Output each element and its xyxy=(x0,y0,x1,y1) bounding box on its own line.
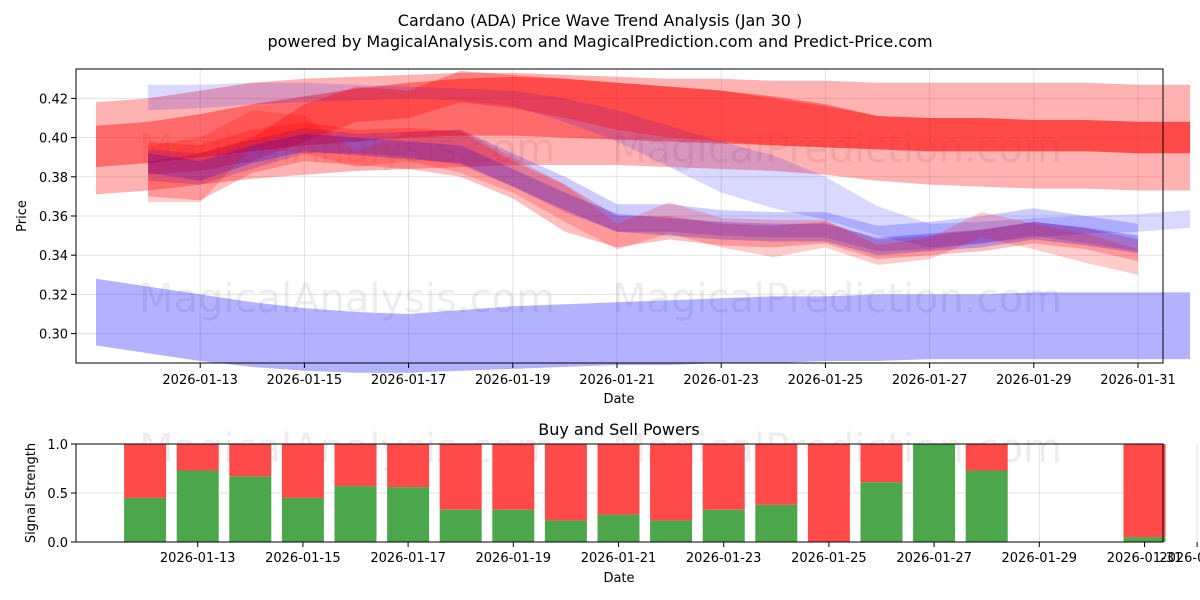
sell-bar xyxy=(1123,444,1166,538)
price-band-purple-wave-1 xyxy=(148,133,1139,256)
buy-bar xyxy=(860,482,903,542)
sell-bar xyxy=(755,444,798,505)
power-x-tick-label: 2026-01-15 xyxy=(265,551,341,566)
price-x-tick-label: 2026-01-21 xyxy=(579,373,655,388)
power-x-tick-label: 2026-01-21 xyxy=(581,551,657,566)
watermark-analysis: MagicalAnalysis.com xyxy=(139,126,555,172)
price-band-blue-upper-1 xyxy=(148,82,1191,248)
buy-bar xyxy=(229,476,272,542)
buy-bar xyxy=(544,520,587,542)
sell-bar xyxy=(807,444,850,542)
buy-bar xyxy=(281,497,324,542)
power-y-tick-label: 1.0 xyxy=(47,438,68,453)
power-x-tick-label: 2026-01-23 xyxy=(686,551,762,566)
price-x-tick-label: 2026-01-13 xyxy=(162,373,238,388)
price-x-tick-label: 2026-01-17 xyxy=(371,373,447,388)
sell-bar xyxy=(492,444,535,510)
price-chart: MagicalAnalysis.com MagicalPrediction.co… xyxy=(15,68,1191,407)
price-y-axis-label: Price xyxy=(15,200,30,232)
buy-bar xyxy=(597,514,640,542)
power-y-tick-label: 0.5 xyxy=(47,487,68,502)
power-x-tick-label: 2026-01-29 xyxy=(1002,551,1078,566)
price-y-tick-label: 0.38 xyxy=(39,171,68,186)
power-x-tick-label: 2026-02-01 xyxy=(1159,551,1200,566)
power-x-tick-label: 2026-01-27 xyxy=(896,551,972,566)
price-plot-background xyxy=(76,69,1163,363)
power-x-tick-label: 2026-01-25 xyxy=(791,551,867,566)
chart-title-line1: Cardano (ADA) Price Wave Trend Analysis … xyxy=(398,11,802,30)
price-x-tick-label: 2026-01-19 xyxy=(475,373,551,388)
power-y-tick-label: 0.0 xyxy=(47,536,68,551)
buy-bar xyxy=(334,486,377,542)
buy-bar xyxy=(702,509,745,542)
power-x-tick-label: 2026-01-17 xyxy=(370,551,446,566)
power-x-tick-label: 2026-01-19 xyxy=(476,551,552,566)
price-x-ticks: 2026-01-13 2026-01-15 2026-01-17 2026-01-19… xyxy=(162,363,1176,388)
price-y-tick-label: 0.42 xyxy=(39,92,68,107)
price-x-tick-label: 2026-01-15 xyxy=(267,373,343,388)
sell-bar xyxy=(439,444,482,510)
watermark-prediction: MagicalPrediction.com xyxy=(612,126,1062,172)
price-band-blue-wave-1 xyxy=(148,127,1139,252)
price-band-red-spike-1 xyxy=(148,110,1139,275)
price-x-tick-label: 2026-01-27 xyxy=(892,373,968,388)
buy-bar xyxy=(650,520,693,542)
watermark-prediction-lower: MagicalPrediction.com xyxy=(612,276,1062,322)
price-y-tick-label: 0.36 xyxy=(39,210,68,225)
sell-bar xyxy=(176,444,219,471)
sell-bar xyxy=(387,444,430,488)
buy-bar xyxy=(913,444,956,542)
sell-bar xyxy=(702,444,745,510)
sell-bar xyxy=(650,444,693,521)
power-chart: Buy and Sell Powers MagicalAnalysis.com … xyxy=(24,420,1200,586)
price-y-tick-label: 0.32 xyxy=(39,288,68,303)
price-x-tick-label: 2026-01-25 xyxy=(788,373,864,388)
power-x-axis-label: Date xyxy=(603,571,634,586)
sell-bar xyxy=(544,444,587,521)
buy-bar xyxy=(492,509,535,542)
price-band-red-main-1 xyxy=(96,76,1191,167)
price-x-tick-label: 2026-01-29 xyxy=(996,373,1072,388)
sell-bar xyxy=(229,444,272,477)
sell-bar xyxy=(597,444,640,515)
price-band-blue-main-1 xyxy=(96,278,1191,373)
price-y-ticks: 0.30 0.32 0.34 0.36 0.38 0.40 0.42 xyxy=(39,92,76,343)
price-x-tick-label: 2026-01-23 xyxy=(683,373,759,388)
sell-bar xyxy=(860,444,903,483)
price-x-tick-label: 2026-01-31 xyxy=(1100,373,1176,388)
power-x-tick-label: 2026-01-31 xyxy=(1107,551,1183,566)
price-y-tick-label: 0.30 xyxy=(39,328,68,343)
sell-bar xyxy=(334,444,377,487)
buy-bar xyxy=(1123,537,1166,542)
sell-bar xyxy=(124,444,167,498)
sell-bar xyxy=(965,444,1008,471)
price-band-red-wave-1 xyxy=(148,121,1139,262)
price-y-tick-label: 0.34 xyxy=(39,249,68,264)
price-x-axis-label: Date xyxy=(603,392,634,407)
buy-bar xyxy=(176,470,219,542)
watermark-analysis-lower: MagicalAnalysis.com xyxy=(139,276,555,322)
power-bars xyxy=(124,444,1166,542)
power-y-axis-label: Signal Strength xyxy=(24,443,39,543)
power-x-ticks: 2026-01-13 2026-01-15 2026-01-17 2026-01-19… xyxy=(160,542,1200,566)
power-y-ticks: 0.0 0.5 1.0 xyxy=(47,438,76,551)
price-band-red-wide-1 xyxy=(96,72,1191,195)
power-chart-title: Buy and Sell Powers xyxy=(538,420,700,439)
buy-bar xyxy=(965,470,1008,542)
buy-bar xyxy=(124,497,167,542)
buy-bar xyxy=(387,487,430,542)
price-grid xyxy=(76,69,1163,363)
chart-title-line2: powered by MagicalAnalysis.com and Magic… xyxy=(267,32,932,51)
sell-bar xyxy=(281,444,324,498)
power-x-tick-label: 2026-01-13 xyxy=(160,551,236,566)
price-y-tick-label: 0.40 xyxy=(39,132,68,147)
buy-bar xyxy=(755,504,798,542)
price-band-red-upper-2 xyxy=(148,71,1191,175)
price-watermarks: MagicalAnalysis.com MagicalPrediction.co… xyxy=(139,126,1062,322)
price-bands xyxy=(96,71,1191,373)
buy-bar xyxy=(439,509,482,542)
